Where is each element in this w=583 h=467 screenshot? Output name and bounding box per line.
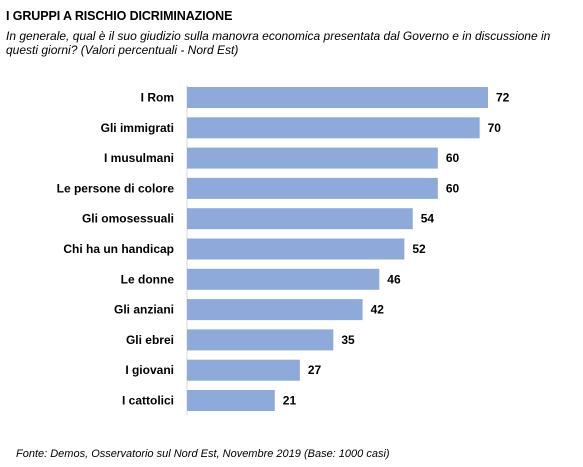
data-label: 27: [308, 363, 322, 377]
data-label: 52: [412, 242, 426, 256]
data-label: 42: [371, 303, 385, 317]
category-label: Gli ebrei: [126, 333, 174, 347]
category-label: I giovani: [125, 363, 174, 377]
source-note: Fonte: Demos, Osservatorio sul Nord Est,…: [16, 448, 390, 460]
data-label: 46: [387, 272, 401, 286]
data-label: 60: [446, 151, 460, 165]
bar: [187, 390, 275, 411]
bar: [187, 87, 488, 108]
data-label: 35: [341, 333, 355, 347]
bar: [187, 117, 480, 139]
category-label: I Rom: [141, 91, 174, 105]
category-label: Gli omosessuali: [82, 212, 174, 226]
category-label: Gli anziani: [114, 303, 174, 317]
category-label: I musulmani: [104, 151, 174, 165]
category-label: Le donne: [121, 272, 175, 286]
bar: [187, 238, 405, 260]
category-label: I cattolici: [122, 394, 174, 408]
category-label: Le persone di colore: [57, 181, 175, 195]
bar: [187, 299, 363, 321]
category-label: Gli immigrati: [101, 121, 174, 135]
data-label: 54: [421, 212, 435, 226]
data-label: 60: [446, 181, 460, 195]
chart-subtitle: In generale, qual è il suo giudizio sull…: [6, 29, 551, 57]
bar: [187, 359, 300, 381]
data-label: 70: [488, 121, 502, 135]
data-label: 72: [496, 91, 510, 105]
data-label: 21: [283, 394, 297, 408]
bar: [187, 147, 438, 169]
bar: [187, 268, 380, 290]
category-label: Chi ha un handicap: [63, 242, 174, 256]
bar: [187, 177, 438, 199]
bar: [187, 208, 413, 230]
chart-title: I GRUPPI A RISCHIO DICRIMINAZIONE: [6, 9, 233, 23]
bar: [187, 329, 334, 351]
